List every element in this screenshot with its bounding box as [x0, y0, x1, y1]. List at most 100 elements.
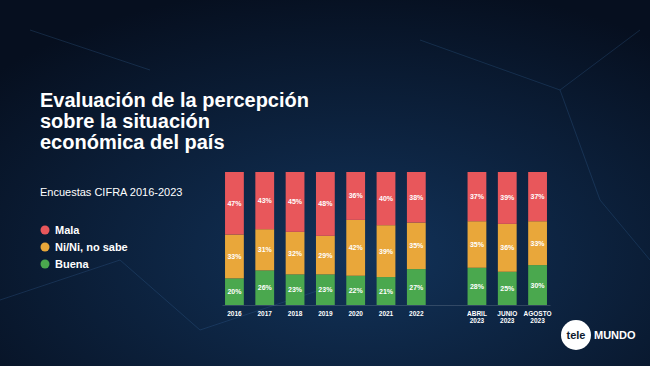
logo: teleMUNDO: [561, 320, 636, 350]
data-label: 45%: [288, 198, 303, 205]
x-tick-label-line: 2016: [227, 310, 242, 317]
data-label: 37%: [531, 193, 546, 200]
data-label: 38%: [409, 194, 424, 201]
data-label: 40%: [379, 195, 394, 202]
x-tick: JUNIO2023: [497, 310, 517, 324]
data-label: 23%: [288, 286, 303, 293]
bar-segment: [498, 224, 517, 272]
bar-segment: [377, 277, 396, 305]
data-label: 39%: [379, 248, 394, 255]
x-tick-label: AGOSTO2023: [524, 310, 552, 324]
x-tick: 2020: [348, 310, 363, 317]
legend-label: Mala: [55, 224, 80, 236]
data-label: 20%: [227, 288, 242, 295]
legend-swatch: [41, 243, 50, 252]
bar-segment: [316, 236, 335, 275]
decoration-line: [420, 40, 560, 90]
x-tick-label: ABRIL2023: [467, 310, 487, 324]
x-tick: 2019: [318, 310, 333, 317]
x-axis-line: [223, 305, 551, 306]
x-tick-label: 2020: [348, 310, 363, 317]
x-tick: 2016: [227, 310, 242, 317]
data-label: 32%: [288, 250, 303, 257]
x-tick-label: JUNIO2023: [497, 310, 517, 324]
bar-segment: [407, 223, 426, 270]
background: [0, 0, 650, 366]
legend-label: Buena: [55, 258, 90, 270]
data-label: 28%: [470, 283, 485, 290]
bar-segment: [377, 172, 396, 225]
data-label: 42%: [349, 244, 364, 251]
decoration-line: [120, 260, 200, 330]
decoration: [0, 30, 650, 330]
data-label: 25%: [500, 285, 515, 292]
title-line: económica del país: [40, 131, 225, 153]
x-tick: AGOSTO2023: [524, 310, 552, 324]
x-tick: 2021: [379, 310, 394, 317]
data-label: 31%: [258, 246, 273, 253]
x-tick-label-line: 2022: [409, 310, 424, 317]
x-tick-label: 2016: [227, 310, 242, 317]
data-label: 22%: [349, 287, 364, 294]
logo-text: tele: [567, 329, 586, 341]
bar-segment: [468, 221, 487, 268]
x-tick: 2022: [409, 310, 424, 317]
legend-swatch: [41, 226, 50, 235]
data-label: 26%: [258, 284, 273, 291]
x-tick-label-line: 2023: [530, 317, 545, 324]
x-tick-label-line: 2020: [348, 310, 363, 317]
decoration-line: [30, 30, 150, 70]
x-tick-label: 2019: [318, 310, 333, 317]
x-tick-label: 2022: [409, 310, 424, 317]
bar-segment: [286, 172, 305, 232]
bar-segment: [286, 274, 305, 305]
bars: [225, 172, 547, 305]
x-tick: ABRIL2023: [467, 310, 487, 324]
title-line: Evaluación de la percepción: [40, 89, 309, 111]
bar-segment: [498, 272, 517, 305]
x-tick-label: 2021: [379, 310, 394, 317]
bar-segment: [316, 172, 335, 236]
data-label: 36%: [349, 192, 364, 199]
x-tick-label-line: AGOSTO: [524, 310, 552, 317]
decoration-line: [600, 200, 650, 260]
bar-segment: [225, 235, 244, 279]
x-tick-label-line: 2017: [258, 310, 273, 317]
x-tick-label-line: 2021: [379, 310, 394, 317]
bar-segment: [407, 172, 426, 223]
bar-segment: [225, 172, 244, 235]
x-tick-label-line: 2023: [470, 317, 485, 324]
bar-segment: [346, 276, 365, 305]
x-tick-label-line: ABRIL: [467, 310, 487, 317]
legend: Mala Ni/Ni, no sabe Buena: [41, 224, 128, 270]
data-label: 39%: [500, 194, 515, 201]
x-axis: 2016201720182019202020212022ABRIL2023JUN…: [223, 306, 552, 325]
x-tick: 2018: [288, 310, 303, 317]
bar-segment: [528, 221, 547, 265]
bar-segment: [225, 278, 244, 305]
data-label: 35%: [409, 242, 424, 249]
data-labels: 20%26%23%23%22%21%27%28%25%30%33%31%32%2…: [227, 192, 545, 295]
data-label: 23%: [318, 286, 333, 293]
bar-segment: [346, 172, 365, 220]
legend-label: Ni/Ni, no sabe: [55, 241, 128, 253]
data-label: 33%: [531, 240, 546, 247]
bar-segment: [468, 268, 487, 305]
legend-swatch: [41, 260, 50, 269]
data-label: 47%: [227, 200, 242, 207]
data-label: 37%: [470, 193, 485, 200]
x-tick-label-line: 2023: [500, 317, 515, 324]
chart: Evaluación de la percepciónsobre la situ…: [0, 0, 650, 366]
bar-segment: [528, 265, 547, 305]
bar-segment: [377, 225, 396, 277]
logo-circle: [561, 320, 591, 350]
bar-segment: [255, 270, 274, 305]
data-label: 21%: [379, 288, 394, 295]
data-label: 43%: [258, 197, 273, 204]
x-tick-label: 2017: [258, 310, 273, 317]
x-tick-label-line: 2018: [288, 310, 303, 317]
subtitle: Encuestas CIFRA 2016-2023: [40, 186, 182, 198]
x-tick: 2017: [258, 310, 273, 317]
decoration-line: [560, 90, 600, 200]
x-tick-label-line: JUNIO: [497, 310, 517, 317]
